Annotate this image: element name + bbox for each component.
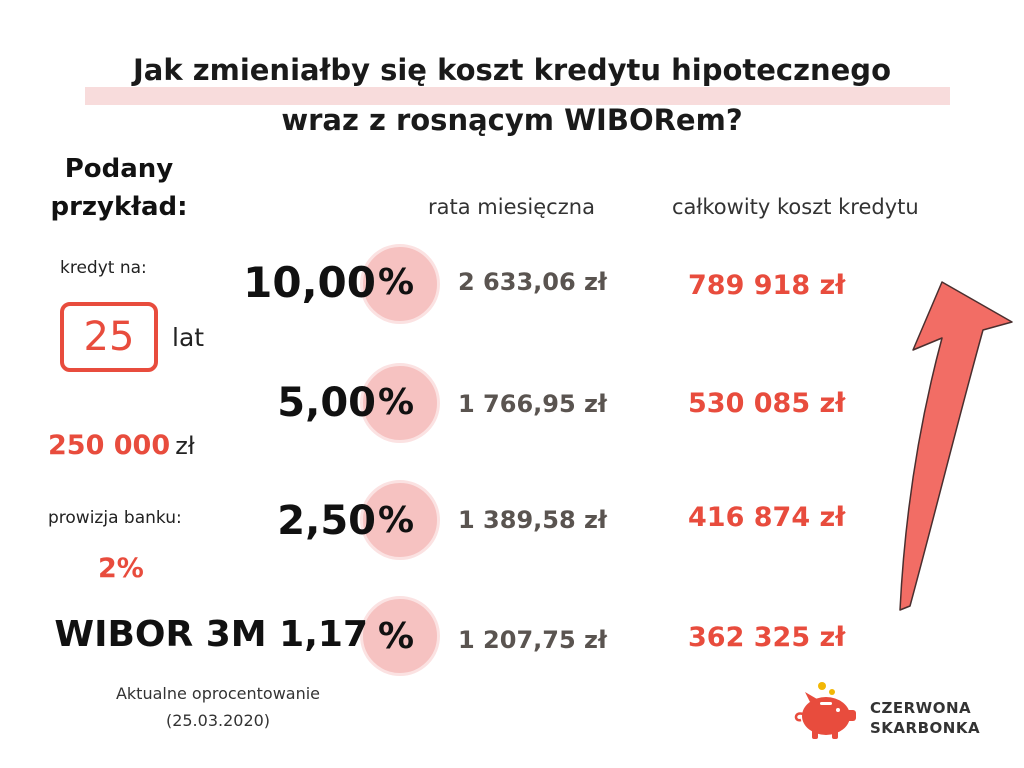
- rate-circle: [360, 480, 440, 560]
- logo-line2: SKARBONKA: [870, 719, 981, 737]
- page-title-line2: wraz z rosnącym WIBORem?: [281, 103, 743, 137]
- logo-text: CZERWONA SKARBONKA: [870, 698, 980, 738]
- percent-sign: %: [378, 262, 415, 303]
- example-heading: Podany przykład:: [44, 150, 194, 226]
- footnote-line2: (25.03.2020): [165, 711, 271, 730]
- loan-years-box: 25: [60, 302, 158, 372]
- title-underline: [85, 87, 950, 105]
- rate-value: WIBOR 3M 1,17: [54, 614, 368, 655]
- monthly-installment: 2 633,06 zł: [458, 268, 607, 296]
- monthly-installment: 1 389,58 zł: [458, 506, 607, 534]
- loan-term-label: kredyt na:: [60, 258, 147, 278]
- total-cost: 416 874 zł: [688, 502, 846, 533]
- loan-amount: 250 000 zł: [48, 430, 195, 461]
- total-cost: 362 325 zł: [688, 622, 846, 653]
- loan-years-unit: lat: [172, 323, 205, 352]
- rising-arrow-icon: [899, 281, 1013, 611]
- percent-sign: %: [378, 500, 415, 541]
- monthly-installment: 1 207,75 zł: [458, 626, 607, 654]
- total-cost: 789 918 zł: [688, 270, 846, 301]
- page-title-line1: Jak zmieniałby się koszt kredytu hipotec…: [132, 53, 891, 87]
- monthly-installment: 1 766,95 zł: [458, 390, 607, 418]
- loan-years-value: 25: [83, 314, 135, 360]
- commission-value: 2%: [98, 553, 144, 584]
- rate-circle: [360, 596, 440, 676]
- rate-value: 10,00: [243, 258, 376, 307]
- rate-value: 2,50: [277, 498, 376, 544]
- total-cost: 530 085 zł: [688, 388, 846, 419]
- logo-line1: CZERWONA: [870, 699, 972, 717]
- piggy-bank-logo-icon: [794, 682, 856, 739]
- percent-sign: %: [378, 616, 415, 657]
- loan-amount-unit: zł: [175, 432, 195, 460]
- rate-value: 5,00: [277, 380, 376, 426]
- current-rate-footnote: Aktualne oprocentowanie (25.03.2020): [68, 680, 368, 734]
- rate-circle: [360, 244, 440, 324]
- example-heading-line2: przykład:: [50, 192, 188, 222]
- commission-label: prowizja banku:: [48, 508, 182, 528]
- rate-circle: [360, 363, 440, 443]
- loan-amount-value: 250 000: [48, 430, 171, 461]
- footnote-line1: Aktualne oprocentowanie: [115, 684, 321, 703]
- total-column-header: całkowity koszt kredytu: [672, 195, 919, 219]
- example-heading-line1: Podany: [64, 154, 174, 184]
- monthly-column-header: rata miesięczna: [428, 195, 595, 219]
- percent-sign: %: [378, 382, 415, 423]
